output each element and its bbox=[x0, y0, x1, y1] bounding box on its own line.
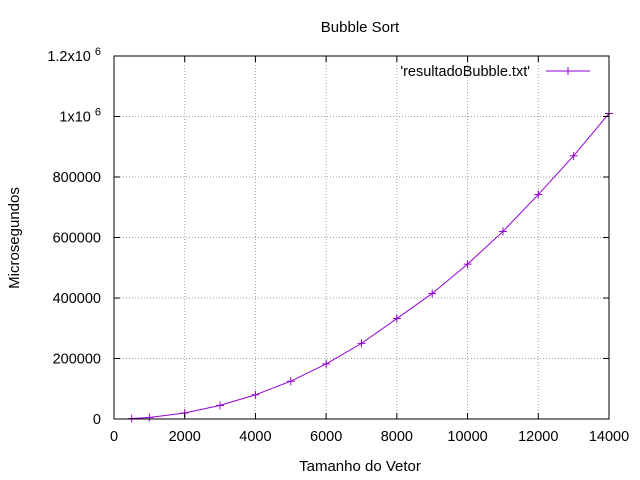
data-point bbox=[286, 377, 295, 386]
data-point bbox=[145, 413, 154, 422]
y-axis-label: Microsegundos bbox=[6, 187, 23, 289]
y-tick-label: 200000 bbox=[53, 352, 101, 368]
x-tick-label: 10000 bbox=[447, 429, 487, 445]
x-tick-label: 14000 bbox=[589, 429, 629, 445]
axis-ticks: 0 2000 4000 6000 8000 10000 12000 14000 0 200000 4… bbox=[47, 46, 629, 445]
data-point bbox=[569, 151, 578, 160]
data-point bbox=[216, 401, 225, 410]
y-tick-label: 600000 bbox=[53, 231, 101, 247]
data-point bbox=[322, 359, 331, 368]
y-tick-label-base: 1x10 bbox=[59, 110, 90, 126]
y-tick-label-exponent: 6 bbox=[95, 46, 101, 58]
series-layer bbox=[127, 109, 613, 423]
legend-label: 'resultadoBubble.txt' bbox=[400, 64, 530, 80]
x-axis-label: Tamanho do Vetor bbox=[299, 458, 421, 475]
y-tick-label-base: 1.2x10 bbox=[47, 49, 91, 65]
y-tick-label-base: 800000 bbox=[53, 170, 101, 186]
y-tick-label: 1x10 6 bbox=[59, 107, 101, 126]
chart-title: Bubble Sort bbox=[321, 19, 400, 36]
y-tick-label-base: 200000 bbox=[53, 352, 101, 368]
data-point bbox=[251, 390, 260, 399]
x-tick-label: 2000 bbox=[169, 429, 201, 445]
x-tick-label: 12000 bbox=[518, 429, 558, 445]
data-point bbox=[392, 314, 401, 323]
legend-marker bbox=[564, 67, 572, 75]
series-line bbox=[131, 113, 610, 420]
x-tick-label: 6000 bbox=[310, 429, 342, 445]
data-point bbox=[463, 260, 472, 269]
y-tick-label: 400000 bbox=[53, 291, 101, 307]
y-tick-label-base: 0 bbox=[93, 412, 101, 428]
data-point bbox=[428, 289, 437, 298]
x-tick-label: 0 bbox=[110, 429, 118, 445]
y-tick-label-exponent: 6 bbox=[95, 107, 101, 119]
y-tick-label: 1.2x10 6 bbox=[47, 46, 101, 65]
y-tick-label-base: 400000 bbox=[53, 291, 101, 307]
y-tick-label: 800000 bbox=[53, 170, 101, 186]
grid-lines bbox=[114, 56, 609, 419]
y-tick-label-base: 600000 bbox=[53, 231, 101, 247]
data-point bbox=[534, 190, 543, 199]
legend: 'resultadoBubble.txt' bbox=[400, 64, 590, 80]
data-point bbox=[357, 339, 366, 348]
y-tick-label: 0 bbox=[93, 412, 101, 428]
x-tick-label: 4000 bbox=[239, 429, 271, 445]
x-tick-label: 8000 bbox=[381, 429, 413, 445]
data-point bbox=[498, 227, 507, 236]
